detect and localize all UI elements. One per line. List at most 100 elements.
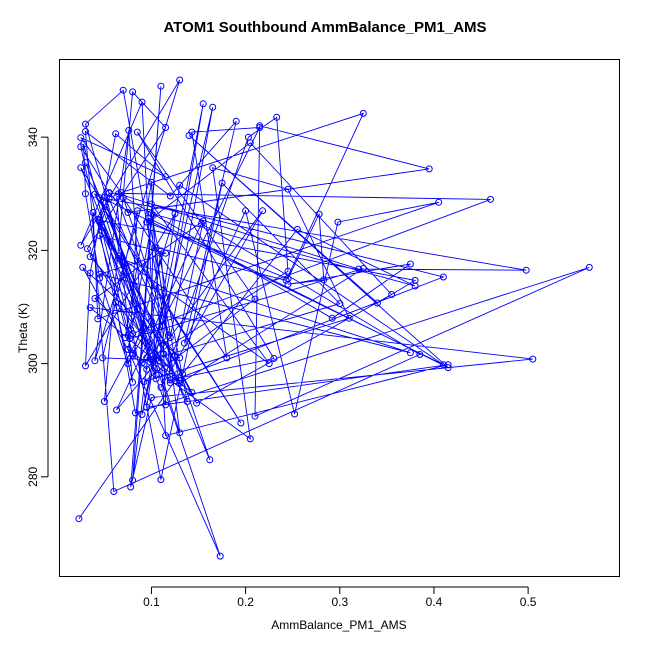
data-point <box>143 218 151 226</box>
data-point <box>162 249 170 257</box>
series-layer <box>75 76 593 560</box>
data-point <box>425 165 433 173</box>
data-point <box>77 164 85 172</box>
data-point <box>89 209 97 216</box>
data-point <box>100 398 108 405</box>
data-point <box>176 379 184 387</box>
data-point <box>334 218 342 226</box>
data-point <box>328 314 336 322</box>
data-point <box>126 335 134 343</box>
data-point <box>143 354 151 362</box>
data-point <box>133 305 141 313</box>
data-point <box>411 276 419 284</box>
axes-layer: 0.1 0.2 0.3 0.4 0.5 280 300 320 340 <box>26 127 537 609</box>
data-point <box>176 377 184 385</box>
data-point <box>115 190 122 198</box>
data-point <box>82 120 89 128</box>
data-point <box>147 178 155 186</box>
data-point <box>374 299 381 307</box>
data-point <box>355 265 363 273</box>
data-point <box>251 412 259 420</box>
data-point <box>273 113 281 121</box>
data-point <box>199 100 207 108</box>
data-point <box>206 456 214 464</box>
data-point <box>105 189 113 197</box>
data-point <box>209 103 217 111</box>
data-point <box>180 339 188 347</box>
data-point <box>216 552 224 560</box>
data-point <box>133 207 141 215</box>
data-point <box>242 207 250 215</box>
data-point <box>86 269 94 277</box>
data-point <box>183 398 191 405</box>
data-point <box>129 476 137 484</box>
data-point <box>251 295 259 303</box>
data-point <box>129 330 137 338</box>
data-point <box>193 399 201 407</box>
data-point <box>77 143 85 151</box>
data-point <box>129 88 137 96</box>
data-point <box>487 195 494 203</box>
data-point <box>406 349 414 357</box>
data-point <box>345 314 353 322</box>
data-point <box>291 410 299 418</box>
data-point <box>522 266 530 274</box>
data-point <box>121 334 129 342</box>
data-point <box>96 274 104 282</box>
data-point <box>336 300 344 308</box>
data-point <box>406 260 414 268</box>
x-tick-label: 0.1 <box>143 595 160 609</box>
data-point <box>129 349 137 357</box>
data-point <box>133 128 141 136</box>
data-point <box>166 376 174 384</box>
data-point <box>585 263 593 271</box>
data-point <box>112 130 120 138</box>
x-tick-label: 0.5 <box>520 595 537 609</box>
data-point <box>113 406 121 414</box>
data-point <box>129 378 137 386</box>
data-point <box>147 356 155 364</box>
data-point <box>124 209 132 216</box>
data-point <box>83 245 91 253</box>
data-point <box>157 82 165 90</box>
data-point <box>82 128 89 135</box>
data-point <box>160 350 168 358</box>
data-point <box>143 365 151 373</box>
y-tick-label: 320 <box>26 240 40 260</box>
data-point <box>138 98 146 106</box>
data-point <box>157 383 165 391</box>
data-point <box>140 378 148 386</box>
data-point <box>232 117 240 125</box>
data-point <box>166 192 174 200</box>
data-point <box>270 355 278 362</box>
data-point <box>86 304 94 312</box>
data-point <box>416 351 424 358</box>
data-point <box>152 244 160 251</box>
data-point <box>112 299 120 306</box>
data-point <box>529 355 537 363</box>
data-point <box>435 198 443 206</box>
data-point <box>99 354 106 362</box>
data-point <box>176 76 184 84</box>
data-point <box>119 86 127 94</box>
data-point <box>143 403 151 411</box>
data-point <box>359 265 367 272</box>
data-point <box>82 159 89 167</box>
data-point <box>166 334 174 342</box>
data-point <box>96 194 104 202</box>
y-tick-label: 280 <box>26 466 40 486</box>
plot-frame <box>59 59 620 577</box>
data-point <box>284 185 292 193</box>
data-point <box>145 214 153 222</box>
data-point <box>209 164 217 172</box>
data-point <box>127 326 135 334</box>
data-point <box>77 241 85 249</box>
data-point <box>77 134 85 142</box>
data-point <box>176 354 184 362</box>
data-point <box>147 317 155 325</box>
data-point <box>197 220 205 228</box>
data-point <box>147 200 155 208</box>
data-point <box>155 357 163 365</box>
data-point <box>179 370 186 378</box>
data-point <box>359 109 367 117</box>
